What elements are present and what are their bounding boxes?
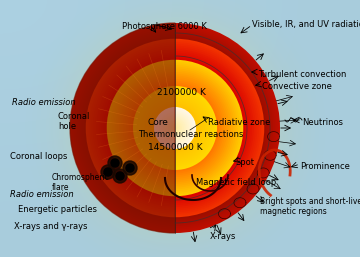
Circle shape (130, 82, 220, 173)
Circle shape (94, 48, 256, 208)
Circle shape (84, 37, 266, 219)
Circle shape (145, 98, 205, 158)
Text: X-rays and γ-rays: X-rays and γ-rays (14, 222, 87, 231)
Circle shape (72, 25, 278, 231)
Circle shape (101, 165, 115, 179)
Text: Core: Core (148, 118, 169, 127)
Circle shape (117, 70, 233, 186)
Circle shape (73, 26, 276, 230)
Text: Spot: Spot (236, 158, 255, 167)
Text: 2100000 K: 2100000 K (157, 88, 206, 97)
Circle shape (156, 109, 194, 147)
Circle shape (123, 161, 137, 175)
Circle shape (100, 53, 250, 203)
Circle shape (140, 93, 210, 163)
Circle shape (89, 42, 261, 214)
Circle shape (135, 88, 215, 168)
Circle shape (168, 121, 182, 135)
Circle shape (159, 112, 191, 144)
Circle shape (138, 91, 212, 165)
Circle shape (81, 33, 270, 223)
Text: Energetic particles: Energetic particles (18, 205, 97, 214)
Circle shape (133, 86, 217, 170)
Circle shape (98, 51, 252, 205)
Circle shape (102, 54, 248, 201)
Text: Prominence: Prominence (300, 162, 350, 171)
Text: Radiative zone: Radiative zone (208, 118, 270, 127)
Circle shape (82, 35, 268, 221)
Circle shape (119, 72, 231, 184)
Circle shape (173, 126, 177, 130)
Circle shape (112, 65, 238, 191)
Circle shape (86, 39, 264, 217)
Circle shape (91, 44, 259, 212)
Circle shape (163, 116, 187, 140)
Circle shape (75, 28, 275, 228)
Circle shape (110, 63, 240, 193)
Circle shape (154, 107, 196, 149)
Circle shape (108, 61, 242, 195)
Circle shape (158, 111, 193, 145)
Text: Chromospheric
flare: Chromospheric flare (52, 173, 110, 192)
Circle shape (170, 123, 180, 133)
Circle shape (93, 46, 257, 210)
Text: X-rays: X-rays (210, 232, 237, 241)
Text: Visible, IR, and UV radiation: Visible, IR, and UV radiation (252, 20, 360, 29)
Circle shape (161, 114, 189, 142)
Circle shape (113, 169, 127, 183)
Text: Photosphere 6000 K: Photosphere 6000 K (122, 22, 207, 31)
Circle shape (126, 79, 224, 177)
Circle shape (128, 81, 222, 175)
Text: Radio emission: Radio emission (12, 98, 76, 107)
Circle shape (147, 100, 203, 156)
Text: Radio emission: Radio emission (10, 190, 74, 199)
Circle shape (165, 117, 185, 139)
Circle shape (96, 49, 254, 207)
Circle shape (111, 159, 119, 167)
Circle shape (126, 164, 134, 172)
Text: Bright spots and short-lived
magnetic regions: Bright spots and short-lived magnetic re… (260, 197, 360, 216)
Circle shape (114, 67, 236, 189)
Circle shape (107, 60, 243, 196)
Circle shape (166, 119, 184, 137)
Circle shape (144, 96, 207, 160)
Wedge shape (70, 23, 175, 233)
Circle shape (152, 105, 198, 151)
Circle shape (108, 156, 122, 170)
Circle shape (150, 104, 199, 152)
Circle shape (70, 23, 280, 233)
Text: Convective zone: Convective zone (262, 82, 332, 91)
Circle shape (116, 69, 234, 188)
Text: Coronal
hole: Coronal hole (58, 112, 90, 131)
Circle shape (103, 56, 247, 200)
Text: Turbulent convection: Turbulent convection (258, 70, 346, 79)
Circle shape (87, 41, 262, 216)
Circle shape (122, 76, 228, 180)
Circle shape (131, 84, 219, 172)
Circle shape (142, 95, 208, 161)
Circle shape (104, 168, 112, 176)
Text: 14500000 K: 14500000 K (148, 143, 203, 152)
Text: Magnetic field loop: Magnetic field loop (196, 178, 276, 187)
Circle shape (121, 74, 229, 182)
Circle shape (149, 102, 201, 154)
Circle shape (136, 89, 213, 167)
Circle shape (116, 172, 124, 180)
Circle shape (77, 30, 273, 226)
Text: Neutrinos: Neutrinos (302, 118, 343, 127)
Circle shape (105, 58, 245, 198)
Text: Coronal loops: Coronal loops (10, 152, 67, 161)
Circle shape (124, 77, 226, 179)
Circle shape (79, 32, 271, 224)
Circle shape (171, 124, 179, 132)
Text: Thermonuclear reactions: Thermonuclear reactions (138, 130, 243, 139)
